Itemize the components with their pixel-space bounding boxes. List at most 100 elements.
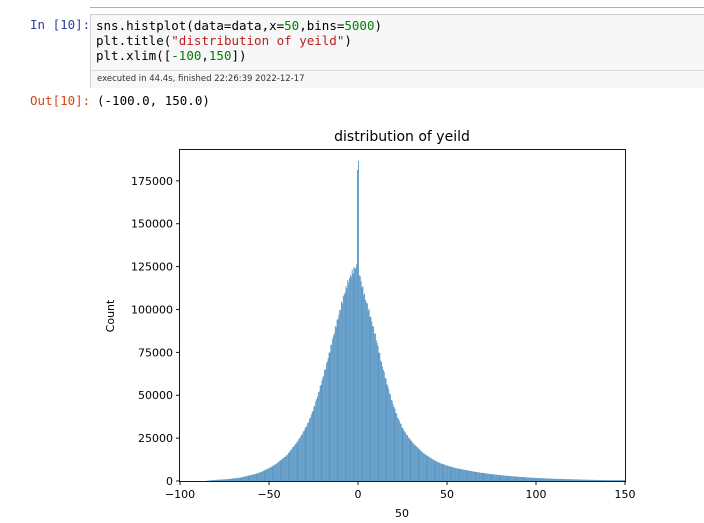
- histogram-bar: [568, 479, 570, 481]
- histogram-bar: [326, 361, 328, 481]
- histogram-bar: [594, 479, 596, 481]
- histogram-bar: [309, 418, 310, 481]
- histogram-bar: [578, 479, 580, 481]
- code-token: ): [374, 18, 383, 33]
- histogram-bar: [221, 479, 223, 481]
- histogram-bar: [412, 443, 414, 481]
- histogram-bar: [227, 479, 229, 481]
- histogram-bar: [366, 303, 368, 481]
- histogram-bar: [370, 316, 372, 481]
- histogram-bar: [340, 310, 342, 481]
- histogram-bar: [413, 443, 415, 481]
- histogram-bar: [440, 463, 442, 481]
- histogram-bar: [262, 470, 264, 481]
- histogram-bar: [528, 477, 530, 481]
- histogram-bar: [456, 468, 458, 481]
- histogram-bar: [437, 461, 439, 481]
- histogram-bar: [603, 480, 605, 481]
- histogram-bar: [388, 389, 390, 481]
- histogram-bar: [452, 467, 454, 481]
- histogram-bar: [219, 479, 221, 481]
- histogram-bar: [591, 479, 593, 481]
- histogram-bar: [374, 334, 375, 481]
- histogram-bar: [464, 469, 466, 481]
- histogram-bar: [246, 476, 248, 481]
- histogram-bar: [576, 479, 578, 481]
- code-cell[interactable]: sns.histplot(data=data,x=50,bins=5000) pl…: [90, 14, 704, 88]
- histogram-bar: [259, 472, 261, 481]
- histogram-bar: [239, 477, 241, 481]
- histogram-bar: [549, 478, 551, 481]
- code-editor[interactable]: sns.histplot(data=data,x=50,bins=5000) pl…: [96, 18, 382, 63]
- histogram-bar: [593, 479, 595, 481]
- code-line[interactable]: plt.title("distribution of yeild"): [96, 33, 382, 48]
- histogram-bar: [539, 478, 541, 481]
- histogram-bar: [213, 479, 215, 481]
- y-tick-label: 175000: [131, 175, 173, 188]
- histogram-bar: [621, 480, 623, 481]
- execution-info-text: executed in 44.4s, finished 22:26:39 202…: [97, 74, 305, 84]
- code-token: -100: [171, 48, 202, 63]
- histogram-bar: [212, 480, 214, 481]
- histogram-bar: [254, 474, 256, 481]
- histogram-bar: [414, 444, 415, 481]
- histogram-bar: [267, 468, 269, 481]
- histogram-bar: [377, 346, 379, 481]
- histogram-bar: [550, 478, 552, 481]
- histogram-bar: [447, 466, 449, 481]
- histogram-bar: [417, 447, 419, 481]
- histogram-bar: [270, 466, 272, 481]
- histogram-bar: [616, 480, 617, 481]
- histogram-bar: [269, 467, 271, 481]
- histogram-bar: [454, 467, 456, 481]
- histogram-bar: [580, 479, 582, 481]
- histogram-bar: [439, 463, 441, 481]
- histogram-bar: [325, 369, 326, 481]
- histogram-bar: [355, 268, 357, 481]
- y-tick-label: 0: [166, 475, 173, 488]
- histogram-bar: [301, 434, 303, 481]
- histogram-bar: [295, 443, 297, 481]
- histogram-bar: [584, 479, 585, 481]
- histogram-bar: [471, 471, 473, 481]
- histogram-bar: [448, 466, 450, 481]
- histogram-bar: [311, 411, 313, 481]
- histogram-bar: [318, 391, 320, 481]
- histogram-bar: [540, 478, 542, 481]
- histogram-bar: [611, 480, 613, 481]
- histogram-bar: [564, 479, 566, 481]
- histogram-bar: [279, 460, 281, 481]
- histogram-bar: [541, 478, 543, 481]
- histogram-bar: [585, 479, 587, 481]
- code-token: 50: [284, 18, 300, 33]
- code-line[interactable]: plt.xlim([-100,150]): [96, 48, 382, 63]
- histogram-bar: [390, 394, 391, 481]
- histogram-bar: [488, 473, 490, 481]
- code-line[interactable]: sns.histplot(data=data,x=50,bins=5000): [96, 18, 382, 33]
- histogram-bar: [472, 471, 474, 481]
- histogram-bar: [491, 474, 493, 481]
- histogram-bar: [406, 434, 407, 481]
- input-prompt: In [10]:: [30, 17, 91, 32]
- histogram-bar: [418, 449, 420, 481]
- histogram-bar: [386, 384, 388, 481]
- output-text: (-100.0, 150.0): [97, 93, 210, 108]
- code-token: sns.histplot(data=data,x=: [96, 18, 285, 33]
- histogram-bar: [599, 480, 601, 481]
- histogram-bar: [257, 473, 259, 481]
- histogram-bar: [470, 470, 472, 481]
- histogram-bar: [574, 479, 576, 481]
- histogram-bar: [508, 475, 510, 481]
- histogram-bar: [534, 477, 536, 481]
- histogram-bar: [554, 478, 556, 481]
- histogram-bar: [299, 438, 301, 481]
- histogram-bar: [373, 326, 375, 481]
- histogram-bar: [459, 468, 461, 481]
- histogram-bar: [389, 393, 391, 481]
- histogram-bar: [394, 408, 396, 481]
- histogram-bar: [597, 479, 599, 481]
- histogram-bar: [407, 437, 409, 481]
- histogram-bar: [354, 268, 356, 481]
- histogram-bar: [217, 479, 219, 481]
- histogram-bar: [497, 474, 499, 481]
